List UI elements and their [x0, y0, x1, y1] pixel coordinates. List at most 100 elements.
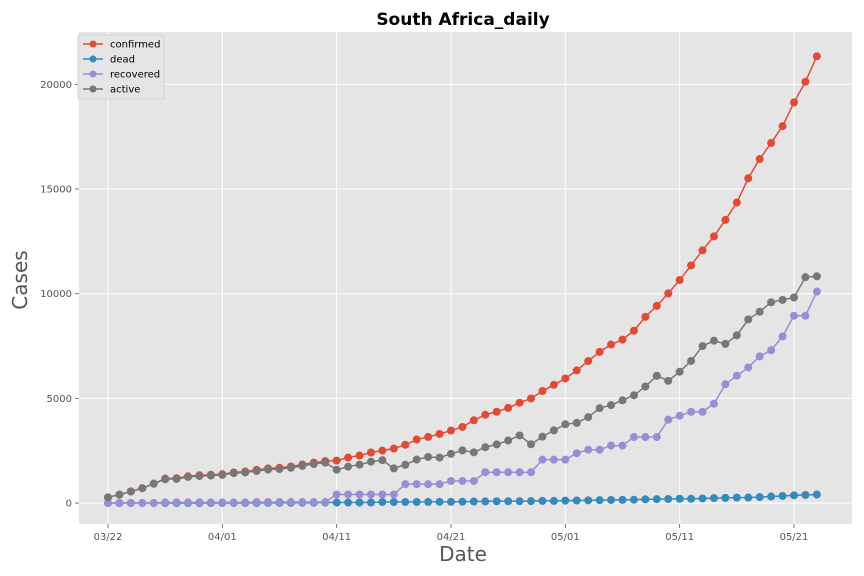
- data-point-recovered: [389, 490, 398, 499]
- data-point-active: [378, 456, 387, 465]
- data-point-dead: [401, 498, 410, 507]
- data-point-recovered: [344, 490, 353, 499]
- data-point-dead: [709, 494, 718, 503]
- data-point-recovered: [755, 352, 764, 361]
- data-point-dead: [744, 493, 753, 502]
- data-point-confirmed: [412, 435, 421, 444]
- legend-box: [77, 34, 165, 100]
- data-point-confirmed: [366, 448, 375, 457]
- data-point-recovered: [195, 498, 204, 507]
- data-point-active: [698, 342, 707, 351]
- data-point-active: [801, 273, 810, 282]
- data-point-active: [504, 436, 513, 445]
- data-point-confirmed: [732, 198, 741, 207]
- data-point-active: [366, 457, 375, 466]
- data-point-active: [206, 471, 215, 480]
- data-point-active: [538, 432, 547, 441]
- data-point-active: [126, 487, 135, 496]
- data-point-dead: [561, 496, 570, 505]
- legend-label-confirmed: confirmed: [110, 40, 160, 51]
- series-active: [104, 272, 821, 502]
- data-point-confirmed: [344, 453, 353, 462]
- data-point-active: [389, 464, 398, 473]
- data-point-active: [195, 472, 204, 481]
- data-point-confirmed: [812, 52, 821, 61]
- data-point-confirmed: [515, 398, 524, 407]
- data-point-recovered: [366, 490, 375, 499]
- data-point-active: [298, 461, 307, 470]
- data-point-confirmed: [778, 122, 787, 131]
- data-point-confirmed: [378, 446, 387, 455]
- data-point-recovered: [149, 499, 158, 508]
- legend-marker-active: [89, 85, 97, 93]
- x-tick-label: 05/11: [665, 532, 694, 543]
- data-point-confirmed: [595, 347, 604, 356]
- data-point-dead: [595, 496, 604, 505]
- data-point-recovered: [469, 476, 478, 485]
- data-point-recovered: [687, 407, 696, 416]
- data-point-active: [424, 452, 433, 461]
- data-point-active: [721, 339, 730, 348]
- y-tick-label: 20000: [40, 80, 72, 91]
- data-point-recovered: [744, 363, 753, 372]
- data-point-recovered: [115, 499, 124, 508]
- data-point-confirmed: [424, 432, 433, 441]
- data-point-confirmed: [755, 155, 764, 164]
- data-point-dead: [698, 494, 707, 503]
- data-point-recovered: [664, 415, 673, 424]
- data-point-dead: [549, 496, 558, 505]
- data-point-confirmed: [618, 335, 627, 344]
- x-tick-label: 05/21: [780, 532, 809, 543]
- data-point-recovered: [172, 498, 181, 507]
- data-point-dead: [344, 498, 353, 507]
- data-point-recovered: [607, 441, 616, 450]
- data-point-active: [104, 493, 112, 502]
- data-point-active: [790, 293, 798, 302]
- data-point-dead: [538, 496, 547, 505]
- data-point-active: [458, 446, 467, 455]
- data-point-active: [641, 382, 650, 391]
- tick-labels: 03/22 04/01 04/11 04/21 05/01 05/11 05/21 0 5000…: [40, 80, 808, 543]
- data-point-recovered: [321, 498, 330, 507]
- y-tick-label: 15000: [40, 185, 72, 196]
- data-point-recovered: [252, 498, 261, 507]
- data-point-confirmed: [332, 456, 341, 465]
- data-point-recovered: [698, 407, 707, 416]
- data-point-dead: [767, 492, 776, 501]
- data-point-recovered: [332, 490, 341, 499]
- data-point-confirmed: [629, 326, 638, 335]
- data-point-recovered: [504, 468, 513, 477]
- data-point-recovered: [355, 490, 364, 499]
- data-point-recovered: [447, 476, 455, 485]
- data-point-recovered: [652, 433, 661, 442]
- data-point-confirmed: [447, 426, 455, 435]
- data-point-recovered: [126, 499, 135, 508]
- data-point-dead: [447, 497, 455, 506]
- data-point-active: [492, 440, 501, 449]
- data-point-active: [264, 465, 273, 474]
- data-point-dead: [732, 493, 741, 502]
- data-point-recovered: [584, 445, 593, 454]
- data-point-active: [561, 420, 570, 429]
- data-point-confirmed: [767, 138, 776, 147]
- data-point-active: [172, 474, 181, 483]
- data-point-active: [595, 404, 604, 413]
- data-point-recovered: [229, 498, 238, 507]
- data-point-recovered: [275, 498, 284, 507]
- data-point-active: [309, 460, 318, 468]
- legend-label-recovered: recovered: [110, 70, 160, 81]
- data-point-recovered: [561, 455, 570, 464]
- data-point-active: [241, 468, 250, 477]
- data-point-active: [401, 460, 410, 469]
- plot-area: [79, 32, 852, 524]
- data-point-active: [332, 465, 341, 474]
- data-point-dead: [790, 491, 798, 500]
- series-recovered: [104, 287, 821, 508]
- chart-title: South Africa_daily: [376, 10, 549, 30]
- data-point-dead: [389, 498, 398, 507]
- data-point-confirmed: [801, 77, 810, 86]
- data-point-dead: [812, 490, 821, 499]
- legend-label-dead: dead: [110, 55, 135, 66]
